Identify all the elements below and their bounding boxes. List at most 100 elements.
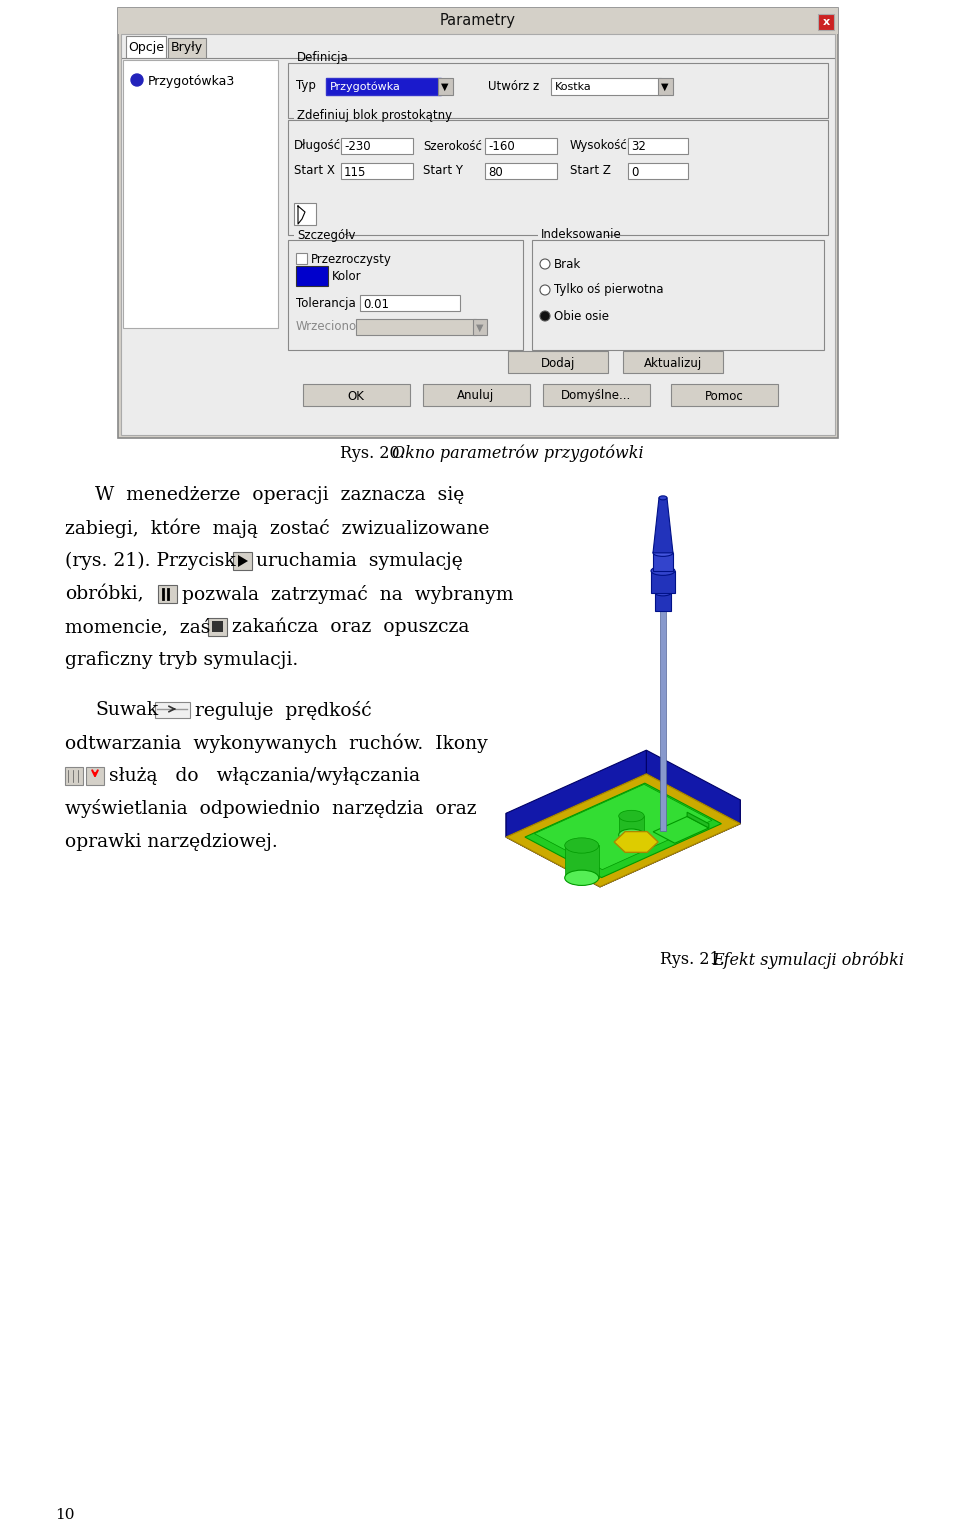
Text: Opcje: Opcje — [128, 40, 164, 54]
Text: 0: 0 — [631, 166, 638, 178]
Circle shape — [540, 286, 550, 295]
Bar — [296, 266, 328, 286]
Text: 80: 80 — [488, 166, 503, 178]
Text: Start X: Start X — [294, 164, 335, 178]
Bar — [294, 229, 347, 240]
Bar — [473, 319, 487, 335]
Circle shape — [540, 310, 550, 321]
Text: Długość: Długość — [294, 140, 341, 152]
Ellipse shape — [655, 590, 671, 596]
Bar — [65, 766, 83, 785]
Text: Efekt symulacji obróbki: Efekt symulacji obróbki — [712, 951, 904, 969]
Bar — [123, 60, 278, 329]
Bar — [303, 384, 410, 406]
Bar — [341, 138, 413, 154]
Ellipse shape — [564, 869, 599, 885]
Text: Definicja: Definicja — [297, 52, 348, 65]
Text: Okno parametrów przygotówki: Okno parametrów przygotówki — [392, 444, 643, 462]
Text: 32: 32 — [631, 140, 646, 154]
Polygon shape — [506, 774, 740, 886]
Ellipse shape — [618, 811, 644, 822]
Text: Tolerancja: Tolerancja — [296, 296, 356, 309]
Bar — [296, 253, 307, 264]
Bar — [208, 617, 227, 636]
Bar — [564, 845, 599, 877]
Bar — [671, 384, 778, 406]
Polygon shape — [614, 831, 659, 852]
Text: 10: 10 — [55, 1508, 75, 1522]
Text: Dodaj: Dodaj — [540, 356, 575, 370]
Text: Wrzeciono: Wrzeciono — [296, 319, 357, 332]
Text: Przygotówka3: Przygotówka3 — [148, 75, 235, 88]
Bar — [653, 553, 673, 571]
Text: oprawki narzędziowej.: oprawki narzędziowej. — [65, 833, 277, 851]
Polygon shape — [506, 750, 646, 837]
Polygon shape — [646, 750, 740, 823]
Text: 115: 115 — [344, 166, 367, 178]
Bar — [288, 240, 523, 350]
Text: Kolor: Kolor — [332, 270, 362, 284]
Bar — [121, 34, 835, 435]
Bar — [485, 163, 557, 180]
Bar — [818, 14, 834, 31]
Ellipse shape — [618, 829, 644, 840]
Bar — [168, 38, 206, 58]
Polygon shape — [687, 813, 708, 828]
Text: pozwala  zatrzymać  na  wybranym: pozwala zatrzymać na wybranym — [182, 585, 514, 604]
Bar — [651, 571, 675, 593]
Text: Start Y: Start Y — [423, 164, 463, 178]
Bar — [326, 78, 441, 95]
Bar — [294, 203, 316, 224]
Text: Obie osie: Obie osie — [554, 309, 609, 323]
Text: Przygotówka: Przygotówka — [330, 81, 401, 92]
Polygon shape — [525, 783, 721, 877]
Text: Aktualizuj: Aktualizuj — [644, 356, 702, 370]
Bar — [508, 352, 608, 373]
Text: Zdefiniuj blok prostokątny: Zdefiniuj blok prostokątny — [297, 109, 452, 121]
Polygon shape — [600, 800, 740, 886]
Bar — [288, 120, 828, 235]
Text: OK: OK — [348, 390, 365, 402]
Bar — [485, 138, 557, 154]
Text: (rys. 21). Przycisk: (rys. 21). Przycisk — [65, 551, 235, 570]
Text: zabiegi,  które  mają  zostać  zwizualizowane: zabiegi, które mają zostać zwizualizowan… — [65, 518, 490, 538]
Text: Rys. 20.: Rys. 20. — [340, 444, 410, 461]
Text: graficzny tryb symulacji.: graficzny tryb symulacji. — [65, 651, 299, 670]
Text: Utwórz z: Utwórz z — [488, 80, 540, 92]
Bar — [288, 63, 828, 118]
Bar — [655, 593, 671, 611]
Text: Typ: Typ — [296, 80, 316, 92]
Bar — [233, 551, 252, 570]
Polygon shape — [506, 774, 740, 886]
Circle shape — [540, 260, 550, 269]
Text: W  menedżerze  operacji  zaznacza  się: W menedżerze operacji zaznacza się — [95, 485, 465, 504]
Text: Wysokość: Wysokość — [570, 140, 628, 152]
Bar — [118, 8, 838, 34]
Bar — [341, 163, 413, 180]
Text: Bryły: Bryły — [171, 41, 204, 54]
Polygon shape — [653, 498, 673, 553]
Text: zakańcza  oraz  opuszcza: zakańcza oraz opuszcza — [232, 617, 469, 636]
Ellipse shape — [651, 567, 675, 576]
Bar — [438, 78, 453, 95]
Bar — [551, 78, 661, 95]
Text: Pomoc: Pomoc — [705, 390, 743, 402]
Polygon shape — [653, 817, 708, 843]
Ellipse shape — [659, 496, 667, 499]
Text: Domyślne...: Domyślne... — [561, 390, 631, 402]
Bar — [126, 35, 166, 58]
Bar — [532, 240, 824, 350]
Text: Przezroczysty: Przezroczysty — [311, 252, 392, 266]
Polygon shape — [506, 813, 600, 886]
Bar — [660, 611, 666, 831]
Bar — [543, 384, 650, 406]
Text: momencie,  zaś: momencie, zaś — [65, 617, 210, 636]
Text: ▼: ▼ — [661, 81, 669, 92]
Bar — [618, 816, 644, 834]
Text: Parametry: Parametry — [440, 14, 516, 29]
Bar — [628, 163, 688, 180]
Bar — [423, 384, 530, 406]
Text: obróbki,: obróbki, — [65, 585, 144, 604]
Bar — [623, 352, 723, 373]
Text: -230: -230 — [344, 140, 371, 154]
